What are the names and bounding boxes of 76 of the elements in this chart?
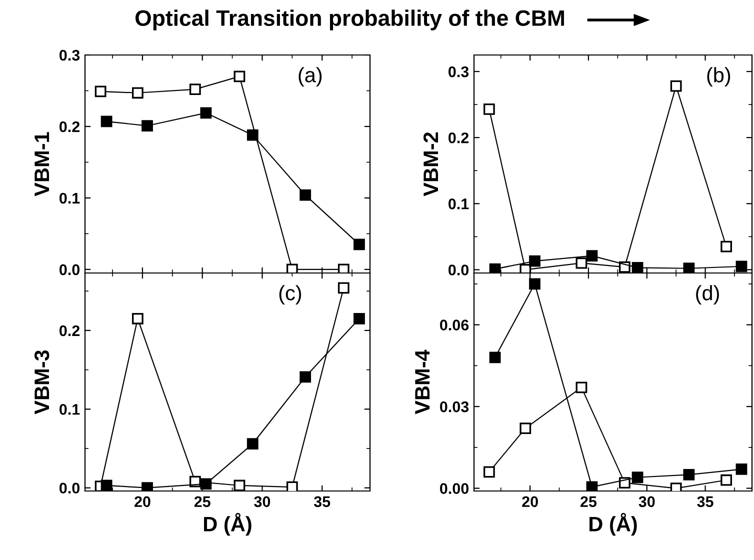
x-axis-title: D (Å) bbox=[204, 512, 252, 536]
point bbox=[132, 312, 144, 324]
x-tick-label: 25 bbox=[194, 496, 210, 508]
point bbox=[586, 250, 598, 262]
point bbox=[234, 480, 246, 491]
point bbox=[683, 262, 695, 273]
point bbox=[100, 480, 112, 491]
point bbox=[520, 422, 532, 434]
point bbox=[576, 382, 588, 394]
point bbox=[489, 352, 501, 364]
point bbox=[683, 468, 695, 480]
y-tick-label: 0.0 bbox=[60, 482, 80, 494]
chart-title: Optical Transition probability of the CBM bbox=[135, 10, 564, 30]
y-tick-label: 0.0 bbox=[60, 264, 80, 276]
point bbox=[354, 238, 365, 250]
point bbox=[632, 472, 644, 484]
point bbox=[338, 282, 350, 294]
point bbox=[132, 87, 144, 99]
point bbox=[529, 278, 540, 290]
y-tick-label: 0.2 bbox=[60, 325, 80, 336]
point bbox=[246, 129, 258, 141]
annotation: (a) bbox=[298, 67, 322, 86]
point bbox=[520, 264, 532, 273]
y-tick-label: 0.2 bbox=[448, 132, 469, 144]
point bbox=[200, 107, 212, 119]
point bbox=[632, 262, 644, 273]
y-axis-title: VBM-4 bbox=[415, 350, 430, 414]
point bbox=[200, 478, 212, 490]
y-axis-title: VBM-1 bbox=[34, 132, 50, 196]
x-tick-label: 35 bbox=[314, 496, 330, 508]
point bbox=[483, 103, 495, 115]
y-tick-label: 0.1 bbox=[448, 198, 469, 210]
annotation: (b) bbox=[707, 67, 730, 86]
point bbox=[142, 482, 153, 491]
y-tick-label: 0.1 bbox=[60, 192, 80, 204]
point bbox=[100, 116, 112, 128]
point bbox=[286, 264, 298, 273]
point bbox=[354, 312, 365, 324]
point bbox=[142, 120, 153, 132]
point bbox=[736, 260, 748, 272]
y-tick-label: 0.03 bbox=[440, 401, 469, 412]
annotation: (c) bbox=[279, 285, 302, 304]
point bbox=[300, 189, 312, 201]
point bbox=[529, 255, 540, 267]
point bbox=[489, 263, 501, 273]
annotation: (d) bbox=[696, 285, 719, 304]
x-tick-label: 30 bbox=[254, 496, 270, 508]
point bbox=[234, 70, 246, 82]
y-tick-label: 0.2 bbox=[60, 121, 80, 132]
y-tick-label: 0.06 bbox=[440, 320, 469, 330]
point bbox=[670, 80, 682, 92]
point bbox=[189, 84, 201, 96]
point bbox=[736, 464, 748, 475]
point bbox=[586, 481, 598, 491]
point bbox=[483, 466, 495, 478]
point bbox=[576, 257, 588, 269]
y-tick-label: 0.1 bbox=[60, 404, 80, 415]
x-tick-label: 25 bbox=[580, 496, 597, 508]
x-tick-label: 20 bbox=[134, 496, 150, 508]
y-axis-title: VBM-3 bbox=[34, 350, 50, 414]
x-axis-title: D (Å) bbox=[590, 512, 637, 536]
x-tick-label: 35 bbox=[697, 496, 714, 508]
point bbox=[720, 240, 732, 252]
point bbox=[286, 481, 298, 491]
point bbox=[338, 264, 350, 273]
y-tick-label: 0.3 bbox=[60, 50, 80, 61]
y-tick-label: 0.00 bbox=[440, 483, 469, 494]
y-tick-label: 0.0 bbox=[448, 264, 469, 276]
x-tick-label: 20 bbox=[522, 496, 538, 508]
y-axis-title: VBM-2 bbox=[423, 132, 438, 196]
point bbox=[720, 474, 732, 486]
point bbox=[94, 86, 106, 98]
y-tick-label: 0.3 bbox=[448, 66, 469, 78]
point bbox=[300, 371, 312, 383]
point bbox=[246, 438, 258, 450]
x-tick-label: 30 bbox=[638, 496, 655, 508]
